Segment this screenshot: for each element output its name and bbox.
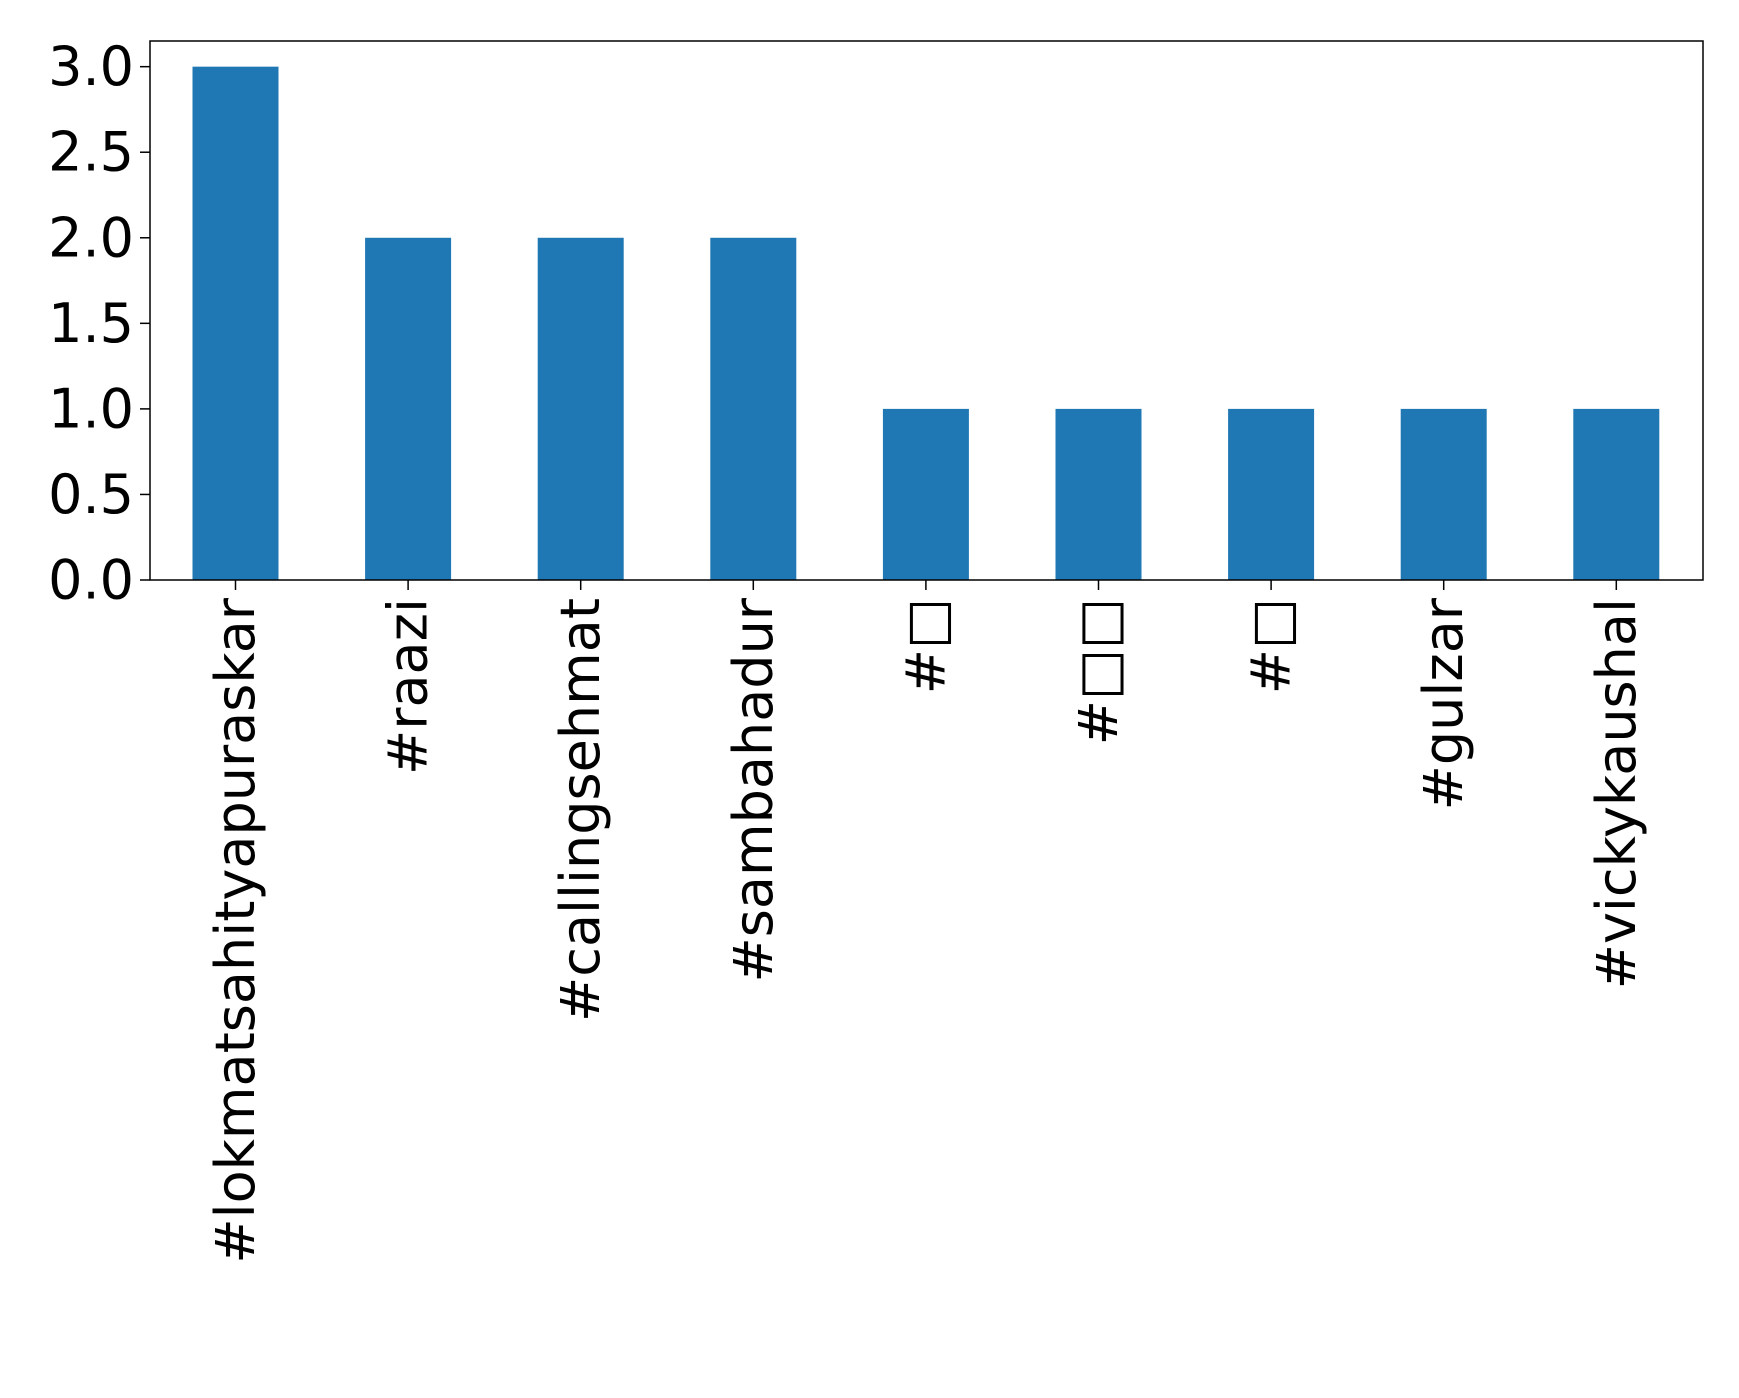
- x-tick-label: #sambahadur: [722, 597, 785, 982]
- x-tick-label: #lokmatsahityapuraskar: [204, 597, 267, 1263]
- x-tick-label: #raazi: [377, 598, 440, 775]
- y-tick-label: 0.5: [48, 463, 134, 526]
- x-tick-label: #□□: [1067, 598, 1130, 745]
- x-tick-label: #vickykaushal: [1585, 598, 1648, 989]
- y-tick-label: 1.5: [48, 292, 134, 355]
- y-axis: 0.0 0.5 1.0 1.5 2.0 2.5 3.0: [48, 35, 150, 612]
- bar-3: [537, 237, 624, 580]
- bar-6: [1055, 408, 1142, 580]
- y-tick-label: 2.5: [48, 121, 134, 184]
- x-tick-label: #gulzar: [1412, 597, 1475, 810]
- bar-1: [192, 66, 279, 580]
- x-axis: #lokmatsahityapuraskar #raazi #callingsehm…: [204, 580, 1648, 1264]
- x-tick-label: #□: [894, 598, 957, 694]
- bar-5: [882, 408, 969, 580]
- bar-8: [1400, 408, 1487, 580]
- x-tick-label: #callingsehmat: [549, 598, 612, 1022]
- bar-4: [710, 237, 797, 580]
- x-tick-label: #□: [1240, 598, 1303, 694]
- bar-7: [1228, 408, 1315, 580]
- plot-frame: [149, 40, 1704, 581]
- bars-group: [192, 66, 1660, 580]
- y-tick-label: 2.0: [48, 206, 134, 269]
- y-tick-label: 3.0: [48, 35, 134, 98]
- y-tick-label: 1.0: [48, 377, 134, 440]
- bar-9: [1573, 408, 1660, 580]
- y-tick-label: 0.0: [48, 549, 134, 612]
- bar-2: [365, 237, 452, 580]
